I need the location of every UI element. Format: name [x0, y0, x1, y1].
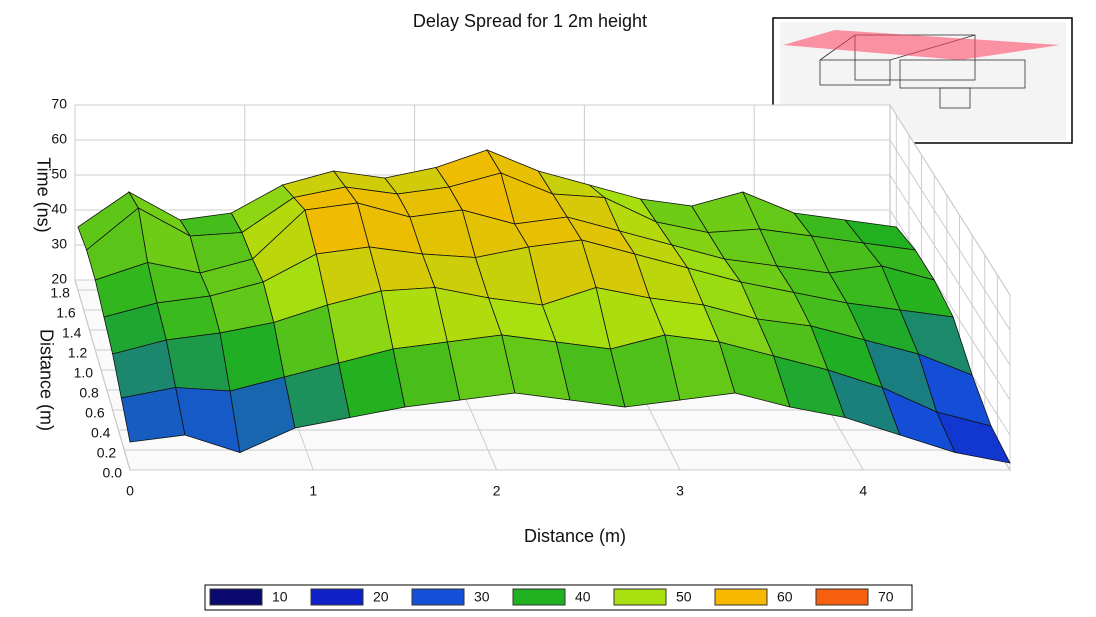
y-tick-label: 0.0: [103, 465, 123, 481]
grid-line: [74, 279, 131, 471]
surface-patch: [156, 295, 221, 341]
legend-label: 40: [575, 589, 591, 605]
legend-swatch: [512, 588, 566, 606]
chart-title: Delay Spread for 1 2m height: [413, 11, 647, 31]
x-axis-label: Distance (m): [524, 526, 626, 546]
x-tick-label: 3: [676, 483, 684, 499]
x-tick-label: 4: [859, 483, 867, 499]
y-tick-label: 1.4: [62, 325, 82, 341]
y-tick-label: 1.2: [68, 345, 88, 361]
surface-patch: [165, 332, 231, 392]
z-tick-label: 60: [51, 131, 67, 147]
legend-label: 30: [474, 589, 490, 605]
y-tick-label: 1.6: [56, 305, 76, 321]
y-tick-label: 0.6: [85, 405, 105, 421]
y-tick-label: 0.8: [79, 385, 99, 401]
legend-label: 70: [878, 589, 894, 605]
z-tick-label: 40: [51, 201, 67, 217]
grid-line: [889, 139, 1011, 331]
surface: [77, 149, 1011, 464]
legend-swatch: [411, 588, 465, 606]
legend: 10 20 30 40 50 60 70: [209, 588, 894, 606]
legend-swatch: [209, 588, 263, 606]
legend-swatch: [613, 588, 667, 606]
legend-label: 60: [777, 589, 793, 605]
z-tick-label: 50: [51, 166, 67, 182]
y-tick-label: 0.4: [91, 425, 111, 441]
legend-swatch: [310, 588, 364, 606]
y-tick-label: 1.0: [74, 365, 94, 381]
z-tick-label: 20: [51, 271, 67, 287]
z-tick-label: 70: [51, 96, 67, 112]
x-tick-label: 0: [126, 483, 134, 499]
y-axis-label: Distance (m): [36, 329, 56, 431]
z-tick-label: 30: [51, 236, 67, 252]
grid-line: [889, 174, 1011, 366]
grid-line: [889, 209, 1011, 401]
legend-label: 50: [676, 589, 692, 605]
legend-swatch: [714, 588, 768, 606]
legend-swatch: [815, 588, 869, 606]
y-tick-label: 1.8: [50, 285, 70, 301]
x-tick-label: 2: [493, 483, 501, 499]
legend-label: 20: [373, 589, 389, 605]
x-tick-label: 1: [309, 483, 317, 499]
legend-label: 10: [272, 589, 288, 605]
surface-patch: [935, 411, 1011, 464]
z-axis-label: Time (ns): [33, 157, 53, 232]
grid-line: [889, 104, 1011, 296]
y-tick-label: 0.2: [97, 445, 117, 461]
